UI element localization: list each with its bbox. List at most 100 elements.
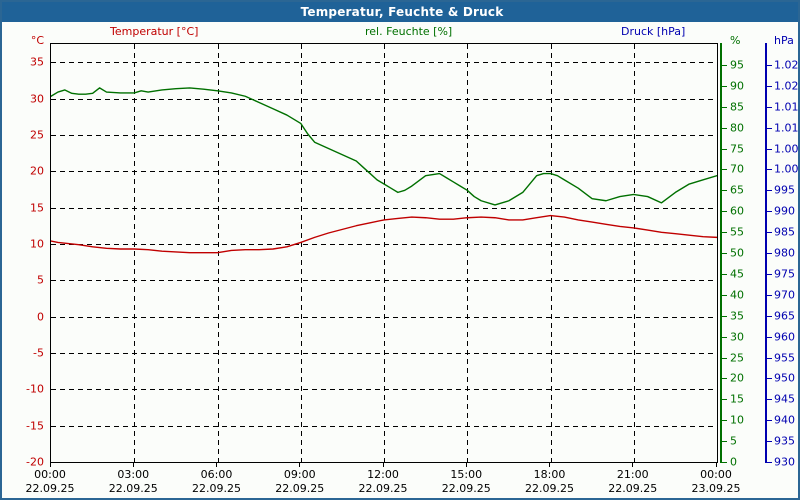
y-axis-pressure-tickmark <box>767 148 772 150</box>
y-axis-pressure-tick: 980 <box>774 246 795 260</box>
y-axis-humidity-tickmark <box>722 169 727 171</box>
y-axis-humidity-tick: 15 <box>730 392 744 406</box>
x-axis-tick-date: 22.09.25 <box>525 482 574 495</box>
y-axis-pressure-tickmark <box>767 190 772 192</box>
y-axis-temperature-tick: -15 <box>26 419 44 433</box>
y-axis-pressure-tick: 975 <box>774 267 795 281</box>
y-axis-pressure-tick: 985 <box>774 225 795 239</box>
y-axis-humidity: % 95 90 85 80 75 70 65 60 55 50 45 40 35 30 25 20 15 10 5 0 <box>720 34 760 469</box>
window-title: Temperatur, Feuchte & Druck <box>300 5 504 19</box>
y-axis-humidity-tick: 45 <box>730 267 744 281</box>
y-axis-humidity-tickmark <box>722 106 727 108</box>
x-axis-tick-date: 22.09.25 <box>192 482 241 495</box>
y-axis-pressure-tickmark <box>767 85 772 87</box>
x-axis-tickmark <box>382 462 384 467</box>
x-axis-tick-date: 22.09.25 <box>108 482 158 495</box>
legend-item-temperature: Temperatur [°C] <box>110 25 199 38</box>
x-axis-tickmark <box>299 462 301 467</box>
x-axis-tick-date: 22.09.25 <box>358 482 408 495</box>
y-axis-pressure-tickmark <box>767 441 772 443</box>
y-axis-pressure-tickmark <box>767 294 772 296</box>
y-axis-pressure-tickmark <box>767 64 772 66</box>
y-axis-humidity-tickmark <box>722 378 727 380</box>
y-axis-humidity-tick: 75 <box>730 142 744 155</box>
y-axis-pressure-tick: 940 <box>774 413 795 427</box>
y-axis-humidity-tick: 95 <box>730 58 744 72</box>
y-axis-humidity-tick: 70 <box>730 162 744 176</box>
y-axis-pressure-tickmark <box>767 232 772 234</box>
x-axis-tick-date: 22.09.25 <box>25 482 75 495</box>
y-axis-pressure-tickmark <box>767 420 772 422</box>
y-axis-humidity-tickmark <box>722 232 727 234</box>
x-axis-tick: 21:00 22.09.25 <box>573 468 693 496</box>
y-axis-pressure-tick: 970 <box>774 288 795 302</box>
y-axis-pressure-tick: 955 <box>774 351 795 364</box>
y-axis-pressure-tick: 1.000 <box>774 162 799 176</box>
y-axis-pressure-tick: 1.020 <box>774 79 799 93</box>
y-axis-humidity-tick: 80 <box>730 121 744 135</box>
y-axis-pressure-tick: 935 <box>774 434 795 448</box>
x-axis-tick-time: 21:00 <box>616 468 649 481</box>
x-axis-tick-time: 00:00 <box>700 468 732 481</box>
y-axis-pressure-tickmark <box>767 127 772 129</box>
x-axis-tick-time: 06:00 <box>200 468 233 481</box>
y-axis-pressure-tickmark <box>767 315 772 317</box>
x-axis-tick-date: 22.09.25 <box>441 482 491 495</box>
x-axis-tick: 00:00 23.09.25 <box>656 468 776 496</box>
y-axis-temperature-unit: °C <box>30 34 44 47</box>
y-axis-temperature-tick: 25 <box>30 128 44 142</box>
y-axis-humidity-tickmark <box>722 273 727 275</box>
y-axis-pressure-tick: 965 <box>774 309 795 323</box>
y-axis-humidity-tickmark <box>722 294 727 296</box>
chart-legend: Temperatur [°C] rel. Feuchte [%] Druck [… <box>2 24 798 40</box>
y-axis-humidity-tick: 65 <box>730 183 744 197</box>
y-axis-temperature-tick: -10 <box>26 382 44 396</box>
x-axis-tickmark <box>132 462 134 467</box>
y-axis-pressure-unit: hPa <box>774 34 794 47</box>
y-axis-pressure-tickmark <box>767 169 772 171</box>
x-axis-tick: 03:00 22.09.25 <box>73 468 193 496</box>
y-axis-pressure-tickmark <box>767 378 772 380</box>
y-axis-pressure-tickmark <box>767 253 772 254</box>
y-axis-pressure-tick: 1.010 <box>774 121 799 135</box>
y-axis-humidity-tick: 10 <box>730 413 744 427</box>
y-axis-temperature-tick: 10 <box>30 237 44 251</box>
y-axis-humidity-tickmark <box>722 399 727 401</box>
x-axis-tick-date: 23.09.25 <box>691 482 741 495</box>
x-axis-tick: 15:00 22.09.25 <box>406 468 526 496</box>
y-axis-humidity-tick: 55 <box>730 225 744 239</box>
y-axis-pressure-tick: 960 <box>774 330 795 344</box>
y-axis-humidity-tick: 30 <box>730 330 744 344</box>
x-axis-tick-time: 09:00 <box>283 468 316 481</box>
x-axis-tickmark <box>465 462 467 467</box>
y-axis-humidity-tick: 5 <box>730 434 737 448</box>
y-axis-humidity-tick: 20 <box>730 371 744 385</box>
x-axis: 00:00 22.09.25 03:00 22.09.25 06:00 22.09.25 0… <box>2 462 798 498</box>
y-axis-pressure-tickmark <box>767 336 772 338</box>
y-axis-pressure-tick: 930 <box>774 455 795 469</box>
x-axis-tick: 18:00 22.09.25 <box>490 468 610 496</box>
x-axis-tick-date: 22.09.25 <box>608 482 658 495</box>
y-axis-humidity-tickmark <box>722 85 727 87</box>
y-axis-temperature-tick: 15 <box>30 201 44 215</box>
y-axis-humidity-tickmark <box>722 441 727 443</box>
y-axis-pressure-tick: 995 <box>774 183 795 197</box>
y-axis-humidity-tick: 35 <box>730 309 744 323</box>
x-axis-tick-date: 22.09.25 <box>275 482 325 495</box>
y-axis-pressure: hPa 1.025 1.020 1.015 1.010 1.005 1.000 995 990… <box>765 34 799 469</box>
window-titlebar: Temperatur, Feuchte & Druck <box>2 2 798 22</box>
gridlines <box>51 44 717 462</box>
y-axis-pressure-tick: 1.015 <box>774 100 799 114</box>
x-axis-tickmark <box>549 462 550 467</box>
x-axis-tick: 09:00 22.09.25 <box>240 468 360 496</box>
x-axis-tickmark <box>632 462 634 467</box>
y-axis-humidity-tick: 60 <box>730 204 744 218</box>
y-axis-pressure-tickmark <box>767 273 772 275</box>
y-axis-pressure-tick: 1.005 <box>774 142 799 155</box>
y-axis-temperature-tick: 5 <box>37 273 44 287</box>
y-axis-humidity-tick: 90 <box>730 79 744 93</box>
y-axis-pressure-tick: 990 <box>774 204 795 218</box>
legend-item-humidity: rel. Feuchte [%] <box>365 25 453 38</box>
x-axis-tick: 00:00 22.09.25 <box>2 468 110 496</box>
